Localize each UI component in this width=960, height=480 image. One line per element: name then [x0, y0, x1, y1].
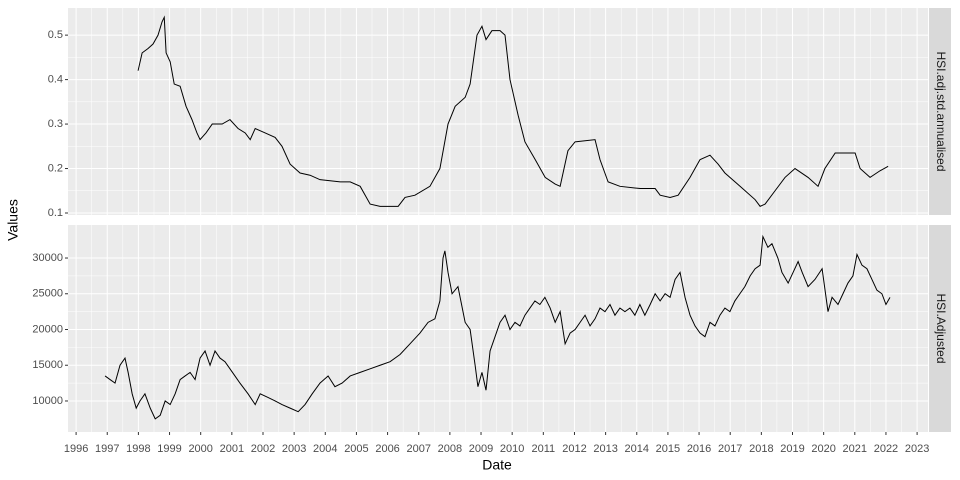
- x-tick-label: 2008: [438, 443, 462, 455]
- x-tick-label: 2021: [843, 443, 867, 455]
- x-tick-label: 2011: [531, 443, 555, 455]
- y-tick-label: 15000: [32, 359, 63, 371]
- x-tick-label: 2023: [905, 443, 929, 455]
- y-tick-label: 25000: [32, 288, 63, 300]
- x-tick-label: 2017: [718, 443, 742, 455]
- y-tick-label: 30000: [32, 252, 63, 264]
- x-tick-label: 2000: [188, 443, 212, 455]
- x-tick-label: 2006: [375, 443, 399, 455]
- x-tick-label: 2004: [313, 443, 337, 455]
- facet-strip: [929, 225, 951, 432]
- facet-label: HSI.Adjusted: [934, 293, 948, 363]
- y-tick-label: 0.1: [48, 207, 63, 219]
- y-tick-label: 0.4: [48, 74, 63, 86]
- x-tick-label: 2022: [874, 443, 898, 455]
- y-tick-label: 0.3: [48, 118, 63, 130]
- x-tick-label: 2001: [220, 443, 244, 455]
- y-tick-label: 10000: [32, 395, 63, 407]
- x-tick-label: 1998: [126, 443, 150, 455]
- panel-background: [68, 8, 928, 215]
- x-tick-label: 2018: [749, 443, 773, 455]
- x-tick-label: 2009: [469, 443, 493, 455]
- y-tick-label: 0.2: [48, 162, 63, 174]
- data-line: [137, 15, 889, 207]
- facet-label: HSI.adj.std.annualised: [934, 51, 948, 171]
- y-tick-label: 20000: [32, 323, 63, 335]
- x-tick-label: 2013: [593, 443, 617, 455]
- y-axis-title: Values: [5, 199, 21, 241]
- x-tick-label: 2012: [562, 443, 586, 455]
- x-axis-title: Date: [482, 457, 512, 473]
- x-tick-label: 2020: [811, 443, 835, 455]
- facet-strip: [929, 8, 951, 215]
- y-tick-label: 0.5: [48, 29, 63, 41]
- x-tick-label: 2015: [656, 443, 680, 455]
- x-tick-label: 2019: [780, 443, 804, 455]
- x-tick-label: 2016: [687, 443, 711, 455]
- x-tick-label: 2002: [251, 443, 275, 455]
- x-tick-label: 2014: [625, 443, 649, 455]
- x-tick-label: 1997: [95, 443, 119, 455]
- x-tick-label: 1996: [64, 443, 88, 455]
- x-tick-label: 1999: [157, 443, 181, 455]
- x-tick-label: 2010: [500, 443, 524, 455]
- x-tick-label: 2003: [282, 443, 306, 455]
- x-tick-label: 2007: [406, 443, 430, 455]
- data-line: [104, 234, 891, 420]
- x-tick-label: 2005: [344, 443, 368, 455]
